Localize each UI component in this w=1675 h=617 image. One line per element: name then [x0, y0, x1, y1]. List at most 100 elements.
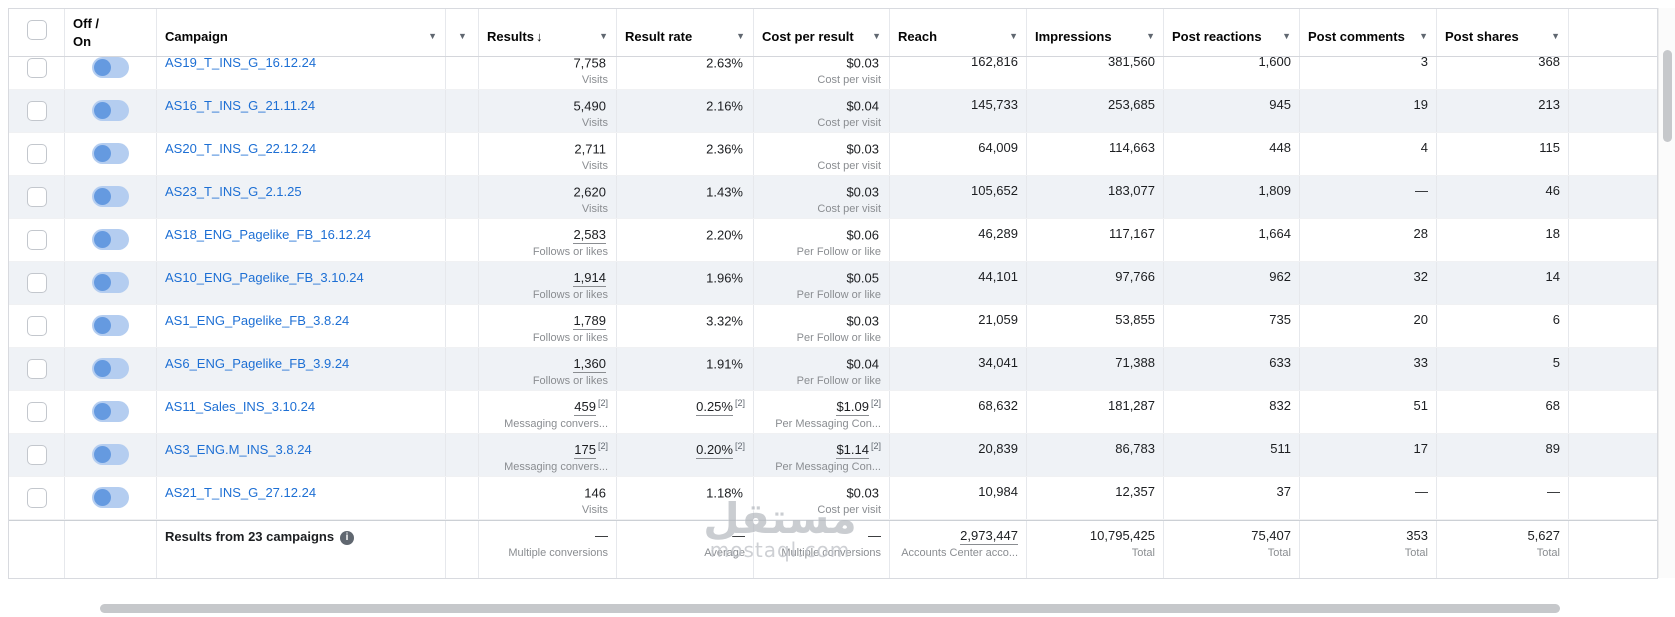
results-value[interactable]: 1,360 [573, 356, 606, 374]
horizontal-scrollbar[interactable] [0, 601, 1675, 615]
result-rate-value[interactable]: 0.25% [696, 399, 733, 417]
summary-result-rate-sublabel: Average [704, 547, 745, 559]
result-rate-value[interactable]: 2.16% [706, 98, 743, 114]
post-shares-column-label[interactable]: Post shares [1445, 28, 1519, 44]
campaign-toggle[interactable] [92, 57, 129, 78]
row-checkbox[interactable] [26, 273, 47, 293]
campaign-name-link[interactable]: AS3_ENG.M_INS_3.8.24 [165, 442, 312, 457]
results-value[interactable]: 2,711 [574, 141, 606, 157]
result-rate-column-label[interactable]: Result rate [625, 28, 693, 44]
result-rate-value[interactable]: 1.91% [706, 356, 743, 372]
cost-per-result-value[interactable]: $0.03 [846, 57, 879, 71]
results-value[interactable]: 2,583 [573, 227, 606, 245]
chevron-down-icon[interactable]: ▼ [1419, 31, 1428, 41]
campaign-name-link[interactable]: AS11_Sales_INS_3.10.24 [165, 399, 316, 414]
cost-per-result-value[interactable]: $0.03 [846, 141, 879, 157]
chevron-down-icon[interactable]: ▼ [1146, 31, 1155, 41]
campaign-toggle[interactable] [92, 358, 129, 379]
cost-per-result-value[interactable]: $1.09 [836, 399, 869, 417]
row-checkbox[interactable] [26, 402, 47, 422]
results-column-label[interactable]: Results ↓ [487, 28, 543, 44]
campaign-name-link[interactable]: AS10_ENG_Pagelike_FB_3.10.24 [165, 270, 364, 285]
cost-per-result-value[interactable]: $0.04 [846, 356, 879, 372]
chevron-down-icon[interactable]: ▼ [872, 31, 881, 41]
cost-per-result-value[interactable]: $0.03 [846, 485, 879, 501]
post-reactions-cell: 832 [1164, 391, 1300, 433]
post-reactions-column-label[interactable]: Post reactions [1172, 28, 1262, 44]
chevron-down-icon[interactable]: ▼ [1009, 31, 1018, 41]
select-all-checkbox[interactable] [26, 20, 47, 40]
row-checkbox[interactable] [26, 58, 47, 78]
cost-per-result-value[interactable]: $0.05 [846, 270, 879, 286]
row-checkbox[interactable] [26, 445, 47, 465]
cost-per-result-value[interactable]: $0.06 [846, 227, 879, 243]
cost-per-result-value[interactable]: $0.03 [846, 313, 879, 329]
row-checkbox[interactable] [26, 316, 47, 336]
campaign-name-link[interactable]: AS19_T_INS_G_16.12.24 [165, 57, 317, 70]
cost-per-result-column-label[interactable]: Cost per result [762, 28, 854, 44]
chevron-down-icon[interactable]: ▼ [428, 31, 437, 41]
results-sublabel: Visits [581, 160, 608, 173]
campaign-name-link[interactable]: AS16_T_INS_G_21.11.24 [165, 98, 316, 113]
row-checkbox[interactable] [26, 101, 47, 121]
result-rate-value[interactable]: 3.32% [706, 313, 743, 329]
campaign-name-link[interactable]: AS23_T_INS_G_2.1.25 [165, 184, 302, 199]
campaign-toggle[interactable] [92, 186, 129, 207]
results-value[interactable]: 1,789 [573, 313, 606, 331]
results-value[interactable]: 7,758 [573, 57, 606, 71]
chevron-down-icon[interactable]: ▼ [736, 31, 745, 41]
campaign-toggle[interactable] [92, 229, 129, 250]
summary-reach-value[interactable]: 2,973,447 [960, 528, 1018, 545]
reach-column-label[interactable]: Reach [898, 28, 938, 44]
result-rate-value[interactable]: 2.20% [706, 227, 743, 243]
campaign-toggle[interactable] [92, 487, 129, 508]
chevron-down-icon[interactable]: ▼ [1551, 31, 1560, 41]
campaign-toggle[interactable] [92, 315, 129, 336]
chevron-down-icon[interactable]: ▼ [1282, 31, 1291, 41]
row-checkbox[interactable] [26, 187, 47, 207]
campaigns-table: Off / On Campaign ▼ ▼ Results ↓ ▼ Result … [8, 8, 1658, 579]
impressions-column-label[interactable]: Impressions [1035, 28, 1112, 44]
summary-reach-cell: 2,973,447 Accounts Center acco... [890, 521, 1027, 578]
result-rate-value[interactable]: 2.36% [706, 141, 743, 157]
reach-cell: 68,632 [890, 391, 1027, 433]
row-checkbox[interactable] [26, 488, 47, 508]
result-rate-value[interactable]: 1.43% [706, 184, 743, 200]
horizontal-scrollbar-thumb[interactable] [100, 604, 1560, 613]
campaign-toggle[interactable] [92, 143, 129, 164]
row-checkbox[interactable] [26, 144, 47, 164]
campaign-toggle[interactable] [92, 401, 129, 422]
campaign-toggle[interactable] [92, 272, 129, 293]
results-value[interactable]: 5,490 [573, 98, 606, 114]
campaign-name-link[interactable]: AS18_ENG_Pagelike_FB_16.12.24 [165, 227, 371, 242]
result-rate-value[interactable]: 0.20% [696, 442, 733, 460]
campaign-toggle[interactable] [92, 100, 129, 121]
cost-per-result-value[interactable]: $0.04 [846, 98, 879, 114]
campaign-name-link[interactable]: AS6_ENG_Pagelike_FB_3.9.24 [165, 356, 350, 371]
result-rate-value[interactable]: 2.63% [706, 57, 743, 71]
chevron-down-icon[interactable]: ▼ [599, 31, 608, 41]
campaign-column-label[interactable]: Campaign [165, 28, 228, 44]
chevron-down-icon[interactable]: ▼ [458, 31, 467, 41]
vertical-scrollbar-thumb[interactable] [1663, 50, 1672, 142]
results-value[interactable]: 459 [574, 399, 596, 417]
result-rate-value[interactable]: 1.18% [706, 485, 743, 501]
post-comments-column-label[interactable]: Post comments [1308, 28, 1405, 44]
campaign-name-link[interactable]: AS1_ENG_Pagelike_FB_3.8.24 [165, 313, 350, 328]
vertical-scrollbar[interactable] [1658, 8, 1675, 578]
campaign-toggle[interactable] [92, 444, 129, 465]
info-icon[interactable]: i [340, 531, 355, 545]
results-value[interactable]: 146 [584, 485, 606, 501]
row-checkbox[interactable] [26, 359, 47, 379]
cost-per-result-value[interactable]: $1.14 [836, 442, 869, 460]
results-value[interactable]: 175 [574, 442, 596, 460]
result-rate-value[interactable]: 1.96% [706, 270, 743, 286]
campaign-name-link[interactable]: AS21_T_INS_G_27.12.24 [165, 485, 317, 500]
extra-cell [446, 348, 479, 390]
results-value[interactable]: 1,914 [573, 270, 606, 288]
cost-per-result-value[interactable]: $0.03 [846, 184, 879, 200]
results-value[interactable]: 2,620 [573, 184, 606, 200]
campaign-name-link[interactable]: AS20_T_INS_G_22.12.24 [165, 141, 317, 156]
cost-per-result-cell: $0.05 Per Follow or like [754, 262, 890, 304]
row-checkbox[interactable] [26, 230, 47, 250]
